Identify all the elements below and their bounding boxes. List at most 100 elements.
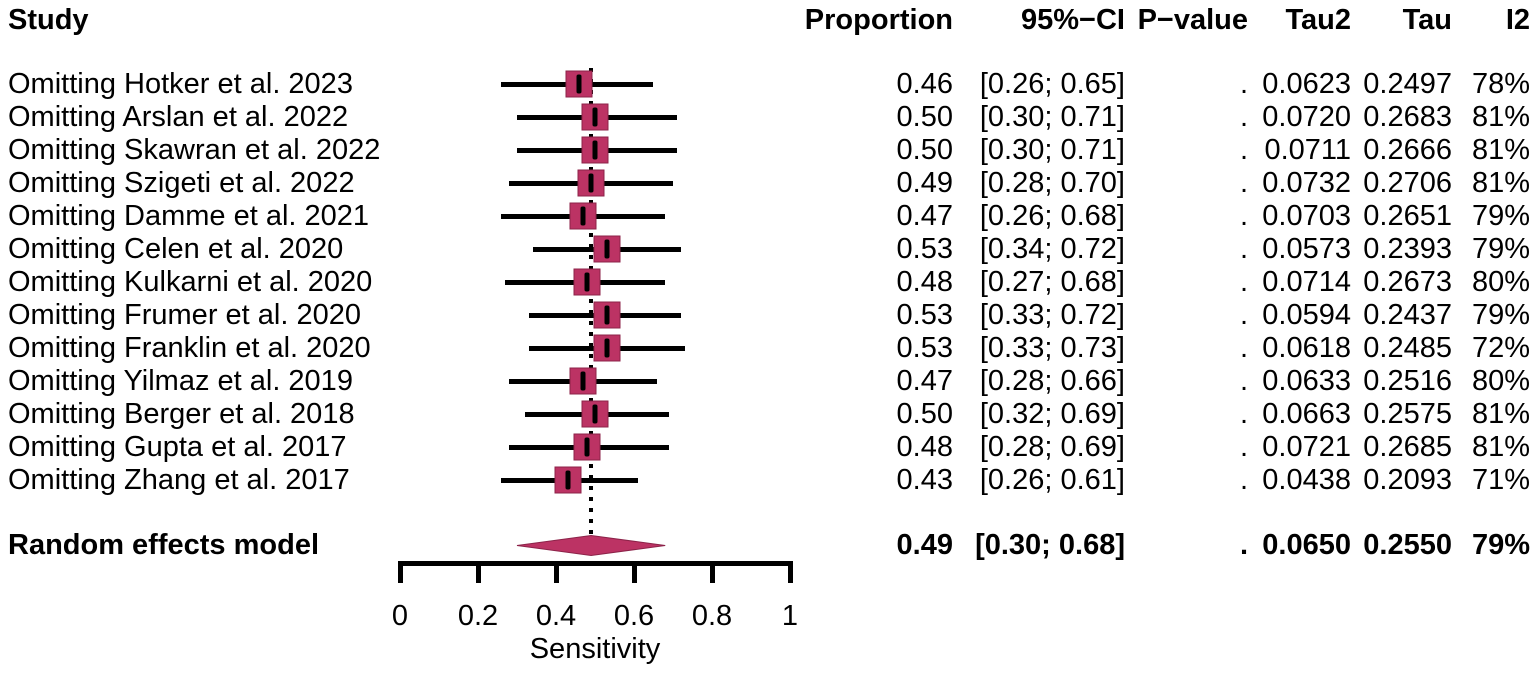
forest-cell bbox=[400, 167, 790, 200]
x-axis-tick-label: 0.8 bbox=[691, 600, 733, 632]
i2-value: 81% bbox=[1471, 133, 1530, 166]
forest-cell bbox=[400, 233, 790, 266]
proportion-value: 0.53 bbox=[896, 298, 953, 331]
tau2-value: 0.0650 bbox=[1262, 528, 1351, 561]
forest-cell bbox=[400, 332, 790, 365]
pvalue-value: . bbox=[1239, 528, 1248, 561]
ci-value: [0.30; 0.71] bbox=[979, 133, 1125, 166]
tau2-value: 0.0663 bbox=[1262, 397, 1351, 430]
proportion-value: 0.50 bbox=[896, 397, 953, 430]
proportion-value: 0.50 bbox=[896, 100, 953, 133]
estimate-tick bbox=[604, 338, 610, 358]
tau-value: 0.2666 bbox=[1363, 133, 1452, 166]
proportion-value: 0.49 bbox=[896, 528, 953, 561]
pvalue-value: . bbox=[1239, 463, 1248, 496]
tau2-value: 0.0703 bbox=[1262, 199, 1351, 232]
study-row: Omitting Damme et al. 2021 0.47 [0.26; 0.6… bbox=[0, 200, 1535, 233]
i2-value: 80% bbox=[1471, 265, 1530, 298]
tau-value: 0.2685 bbox=[1363, 430, 1452, 463]
forest-cell bbox=[400, 134, 790, 167]
forest-cell bbox=[400, 101, 790, 134]
tau2-value: 0.0711 bbox=[1264, 133, 1351, 166]
forest-cell bbox=[400, 200, 790, 233]
i2-value: 81% bbox=[1471, 166, 1530, 199]
ci-value: [0.34; 0.72] bbox=[979, 232, 1125, 265]
estimate-tick bbox=[592, 140, 598, 160]
estimate-tick bbox=[580, 371, 586, 391]
study-label: Omitting Hotker et al. 2023 bbox=[8, 67, 353, 100]
study-label: Omitting Yilmaz et al. 2019 bbox=[8, 364, 353, 397]
tau-value: 0.2550 bbox=[1363, 528, 1452, 561]
tau2-value: 0.0438 bbox=[1262, 463, 1351, 496]
x-axis-tick-label: 0 bbox=[391, 600, 409, 632]
x-axis-tick bbox=[631, 561, 637, 583]
tau-value: 0.2575 bbox=[1363, 397, 1452, 430]
i2-value: 79% bbox=[1471, 232, 1530, 265]
pvalue-value: . bbox=[1239, 166, 1248, 199]
proportion-value: 0.53 bbox=[896, 232, 953, 265]
forest-cell bbox=[400, 464, 790, 497]
study-row: Omitting Berger et al. 2018 0.50 [0.32; 0.… bbox=[0, 398, 1535, 431]
estimate-tick bbox=[576, 74, 582, 94]
tau2-value: 0.0618 bbox=[1262, 331, 1351, 364]
i2-column-header: I2 bbox=[1505, 4, 1530, 36]
tau-value: 0.2393 bbox=[1363, 232, 1452, 265]
tau-column-header: Tau bbox=[1402, 4, 1452, 36]
proportion-value: 0.48 bbox=[896, 430, 953, 463]
study-row: Omitting Szigeti et al. 2022 0.49 [0.28; 0… bbox=[0, 167, 1535, 200]
study-row: Omitting Frumer et al. 2020 0.53 [0.33; 0.… bbox=[0, 299, 1535, 332]
tau2-value: 0.0721 bbox=[1262, 430, 1351, 463]
study-row: Omitting Gupta et al. 2017 0.48 [0.28; 0.6… bbox=[0, 431, 1535, 464]
study-row: Omitting Celen et al. 2020 0.53 [0.34; 0.7… bbox=[0, 233, 1535, 266]
proportion-value: 0.47 bbox=[896, 199, 953, 232]
ci-value: [0.26; 0.65] bbox=[979, 67, 1125, 100]
pvalue-value: . bbox=[1239, 298, 1248, 331]
i2-value: 78% bbox=[1471, 67, 1530, 100]
x-axis-tick-label: 1 bbox=[781, 600, 799, 632]
tau2-value: 0.0594 bbox=[1262, 298, 1351, 331]
x-axis-tick-label: 0.4 bbox=[535, 600, 577, 632]
x-axis-tick-label: 0.6 bbox=[613, 600, 655, 632]
forest-cell bbox=[400, 68, 790, 101]
x-axis-tick bbox=[787, 561, 793, 583]
pvalue-value: . bbox=[1239, 397, 1248, 430]
study-row: Omitting Arslan et al. 2022 0.50 [0.30; 0.… bbox=[0, 101, 1535, 134]
pvalue-value: . bbox=[1239, 265, 1248, 298]
reference-line bbox=[589, 68, 594, 537]
tau2-value: 0.0633 bbox=[1262, 364, 1351, 397]
summary-diamond bbox=[516, 534, 666, 556]
tau-value: 0.2437 bbox=[1363, 298, 1452, 331]
estimate-tick bbox=[592, 107, 598, 127]
tau-value: 0.2516 bbox=[1363, 364, 1452, 397]
study-row: Omitting Hotker et al. 2023 0.46 [0.26; 0.… bbox=[0, 68, 1535, 101]
x-axis-tick bbox=[709, 561, 715, 583]
forest-cell bbox=[400, 431, 790, 464]
study-label: Omitting Frumer et al. 2020 bbox=[8, 298, 361, 331]
x-axis-tick bbox=[397, 561, 403, 583]
study-label: Omitting Arslan et al. 2022 bbox=[8, 100, 349, 133]
study-label: Omitting Skawran et al. 2022 bbox=[8, 133, 381, 166]
proportion-column-header: Proportion bbox=[804, 4, 953, 36]
study-label: Omitting Celen et al. 2020 bbox=[8, 232, 344, 265]
forest-cell bbox=[400, 266, 790, 299]
ci-value: [0.30; 0.71] bbox=[979, 100, 1125, 133]
estimate-tick bbox=[580, 206, 586, 226]
x-axis-tick bbox=[475, 561, 481, 583]
i2-value: 79% bbox=[1471, 528, 1530, 561]
study-label: Omitting Zhang et al. 2017 bbox=[8, 463, 350, 496]
column-header-row: Study Proportion 95%−CI P−value Tau2 Tau… bbox=[0, 4, 1535, 37]
ci-value: [0.32; 0.69] bbox=[979, 397, 1125, 430]
study-row: Omitting Kulkarni et al. 2020 0.48 [0.27; … bbox=[0, 266, 1535, 299]
x-axis-tick-label: 0.2 bbox=[457, 600, 499, 632]
estimate-tick bbox=[565, 470, 571, 490]
ci-value: [0.26; 0.61] bbox=[979, 463, 1125, 496]
tau-value: 0.2093 bbox=[1363, 463, 1452, 496]
estimate-tick bbox=[604, 239, 610, 259]
study-row: Omitting Yilmaz et al. 2019 0.47 [0.28; 0.… bbox=[0, 365, 1535, 398]
x-axis-tick bbox=[553, 561, 559, 583]
study-row: Omitting Franklin et al. 2020 0.53 [0.33; … bbox=[0, 332, 1535, 365]
i2-value: 72% bbox=[1471, 331, 1530, 364]
ci-value: [0.28; 0.69] bbox=[979, 430, 1125, 463]
proportion-value: 0.47 bbox=[896, 364, 953, 397]
study-label: Omitting Kulkarni et al. 2020 bbox=[8, 265, 373, 298]
